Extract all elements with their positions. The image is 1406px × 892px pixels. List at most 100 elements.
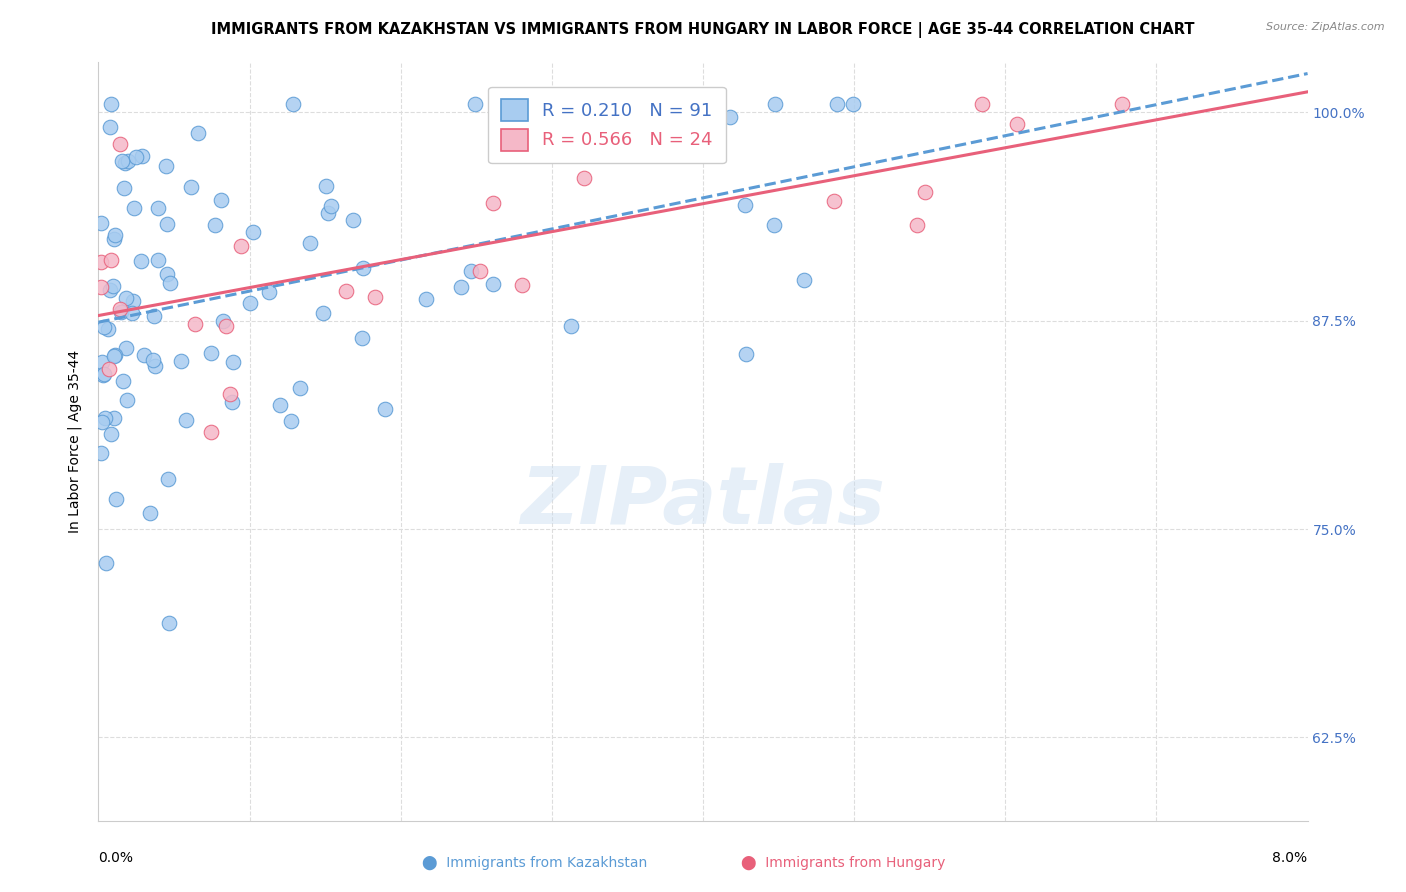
Point [793, 273, 815, 287]
Legend: R = 0.210   N = 91, R = 0.566   N = 24: R = 0.210 N = 91, R = 0.566 N = 24 [488, 87, 725, 163]
Point [335, 284, 357, 298]
Text: 0.0%: 0.0% [98, 851, 134, 864]
Point [200, 346, 222, 360]
Point [100, 253, 122, 268]
Text: ZIPatlas: ZIPatlas [520, 463, 886, 541]
Point [142, 310, 165, 324]
Point [117, 154, 139, 169]
Point [825, 97, 848, 112]
Point [139, 506, 162, 520]
Point [319, 199, 342, 213]
Text: 8.0%: 8.0% [1272, 851, 1308, 864]
Point [103, 232, 125, 246]
Point [90, 216, 112, 230]
Point [114, 156, 136, 170]
Point [93, 319, 115, 334]
Point [159, 277, 181, 291]
Point [156, 268, 179, 282]
Point [90, 255, 112, 269]
Point [222, 354, 245, 368]
Point [823, 194, 845, 209]
Point [239, 295, 262, 310]
Point [204, 218, 226, 232]
Point [110, 305, 132, 319]
Point [672, 97, 695, 112]
Point [616, 140, 638, 154]
Text: IMMIGRANTS FROM KAZAKHSTAN VS IMMIGRANTS FROM HUNGARY IN LABOR FORCE | AGE 35-44: IMMIGRANTS FROM KAZAKHSTAN VS IMMIGRANTS… [211, 22, 1195, 38]
Point [734, 347, 756, 361]
Point [105, 492, 128, 507]
Point [842, 97, 865, 112]
Y-axis label: In Labor Force | Age 35-44: In Labor Force | Age 35-44 [67, 350, 83, 533]
Point [96, 556, 118, 570]
Point [221, 395, 243, 409]
Point [129, 254, 152, 268]
Point [104, 228, 127, 243]
Point [460, 264, 482, 278]
Point [763, 219, 786, 233]
Point [970, 97, 993, 112]
Point [124, 150, 146, 164]
Point [90, 415, 112, 429]
Point [121, 306, 143, 320]
Point [187, 126, 209, 140]
Point [288, 381, 311, 395]
Point [114, 181, 136, 195]
Point [155, 159, 177, 173]
Point [100, 97, 122, 112]
Point [734, 198, 756, 212]
Point [342, 213, 364, 227]
Point [169, 354, 191, 368]
Point [108, 136, 131, 151]
Point [315, 179, 337, 194]
Point [482, 195, 505, 210]
Point [93, 367, 115, 381]
Point [269, 398, 291, 412]
Point [103, 349, 125, 363]
Point [115, 392, 138, 407]
Text: ⬤  Immigrants from Kazakhstan: ⬤ Immigrants from Kazakhstan [422, 855, 647, 870]
Point [157, 616, 180, 631]
Point [131, 148, 153, 162]
Point [98, 120, 121, 135]
Point [318, 206, 340, 220]
Point [174, 413, 197, 427]
Point [101, 278, 124, 293]
Point [97, 322, 120, 336]
Point [122, 293, 145, 308]
Point [352, 261, 374, 276]
Point [468, 264, 491, 278]
Point [134, 348, 156, 362]
Point [183, 317, 205, 331]
Point [662, 134, 685, 148]
Point [450, 280, 472, 294]
Point [374, 401, 396, 416]
Point [763, 97, 786, 112]
Point [299, 235, 322, 250]
Point [104, 348, 127, 362]
Point [560, 319, 582, 334]
Point [510, 278, 533, 293]
Point [180, 180, 202, 194]
Point [257, 285, 280, 300]
Point [1005, 117, 1028, 131]
Point [1111, 97, 1133, 112]
Point [229, 239, 252, 253]
Point [718, 111, 741, 125]
Point [103, 410, 125, 425]
Point [91, 355, 114, 369]
Point [482, 277, 505, 291]
Point [142, 353, 165, 368]
Text: ⬤  Immigrants from Hungary: ⬤ Immigrants from Hungary [741, 855, 946, 870]
Point [415, 293, 437, 307]
Point [98, 362, 121, 376]
Point [122, 201, 145, 215]
Point [914, 185, 936, 199]
Point [94, 411, 117, 425]
Point [312, 306, 335, 320]
Point [281, 97, 304, 112]
Point [352, 331, 374, 345]
Point [572, 171, 595, 186]
Point [364, 290, 387, 304]
Point [905, 218, 928, 232]
